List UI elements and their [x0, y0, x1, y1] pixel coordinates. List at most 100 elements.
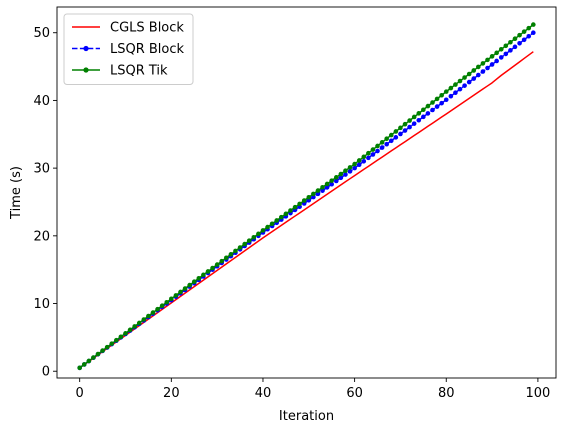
- x-tick-label: 40: [255, 386, 272, 401]
- data-point: [347, 169, 353, 174]
- data-point: [508, 39, 513, 45]
- data-point: [329, 181, 335, 187]
- data-point: [201, 272, 206, 278]
- data-point: [471, 68, 477, 73]
- data-point: [384, 141, 389, 147]
- data-point: [398, 125, 403, 131]
- data-point: [356, 162, 362, 168]
- data-point: [402, 128, 408, 133]
- data-point: [471, 76, 477, 81]
- data-point: [393, 129, 399, 134]
- data-point: [95, 351, 101, 357]
- data-point: [279, 214, 284, 220]
- data-point: [388, 138, 394, 144]
- data-point: [453, 82, 458, 87]
- data-point: [411, 121, 417, 126]
- y-tick-label: 20: [33, 229, 50, 244]
- ticks-layer: 0 20 40 60 80 100 0 10 20 30 40 50: [33, 26, 550, 401]
- data-point: [311, 194, 316, 200]
- data-point: [366, 150, 371, 156]
- data-point: [187, 282, 192, 288]
- y-tick-label: 0: [42, 365, 50, 380]
- data-point: [526, 33, 532, 39]
- data-point: [324, 181, 330, 187]
- data-point: [324, 185, 330, 190]
- x-tick-label: 20: [163, 386, 180, 401]
- data-point: [521, 37, 527, 43]
- data-point: [489, 54, 495, 59]
- data-point: [508, 48, 513, 53]
- data-point: [457, 86, 463, 92]
- data-point: [448, 85, 454, 91]
- data-point: [214, 262, 220, 267]
- data-point: [155, 306, 160, 312]
- data-point: [370, 152, 376, 157]
- data-point: [434, 104, 440, 109]
- legend-label-lsqr-block: LSQR Block: [110, 42, 185, 57]
- data-point: [448, 93, 454, 99]
- data-point: [178, 289, 183, 295]
- data-point: [141, 317, 147, 322]
- data-point: [494, 50, 499, 56]
- data-point: [343, 172, 348, 177]
- data-point: [466, 71, 472, 77]
- data-point: [315, 188, 321, 193]
- data-point: [407, 124, 412, 130]
- legend-label-cgls-block: CGLS Block: [110, 21, 184, 36]
- data-point: [251, 234, 257, 240]
- data-point: [485, 65, 490, 71]
- data-point: [81, 362, 87, 367]
- data-point: [343, 168, 348, 173]
- x-tick-label: 60: [346, 386, 363, 401]
- data-point: [379, 145, 385, 150]
- series-line-lsqr-block: [79, 32, 534, 369]
- legend-label-lsqr-tik: LSQR Tik: [110, 64, 168, 79]
- data-point: [407, 118, 412, 123]
- data-point: [123, 331, 128, 336]
- data-point: [320, 188, 325, 193]
- data-point: [91, 355, 96, 360]
- data-point: [265, 224, 270, 230]
- data-point: [146, 313, 151, 319]
- data-point: [109, 341, 115, 346]
- legend-box: [63, 13, 194, 85]
- data-point: [402, 121, 408, 127]
- data-point: [526, 25, 532, 31]
- data-point: [434, 96, 440, 102]
- data-point: [356, 158, 362, 163]
- data-point: [416, 117, 422, 123]
- data-point: [159, 303, 165, 309]
- data-point: [283, 211, 289, 217]
- data-point: [485, 57, 490, 63]
- y-tick-label: 40: [33, 94, 50, 109]
- data-point: [494, 58, 499, 64]
- data-point: [219, 258, 225, 264]
- data-point: [366, 155, 371, 161]
- data-point: [274, 218, 280, 223]
- data-point: [421, 107, 426, 113]
- data-point: [393, 135, 399, 140]
- data-point: [169, 296, 174, 302]
- x-axis-label: Iteration: [279, 409, 334, 424]
- data-point: [476, 64, 481, 70]
- y-axis-label: Time (s): [9, 166, 24, 220]
- data-point: [421, 114, 426, 120]
- data-point: [301, 198, 307, 203]
- data-point: [503, 51, 509, 57]
- data-point: [164, 299, 170, 305]
- data-point: [498, 55, 504, 60]
- data-point: [489, 62, 495, 67]
- data-point: [269, 221, 275, 227]
- legend-marker-lsqr-block: [83, 45, 89, 52]
- series-line-cgls-block: [79, 51, 534, 369]
- legend: CGLS Block LSQR Block LSQR Tik: [63, 13, 194, 85]
- data-point: [246, 238, 252, 243]
- data-point: [333, 178, 339, 184]
- data-point: [256, 231, 261, 237]
- data-point: [388, 132, 394, 138]
- data-point: [352, 161, 357, 167]
- data-point: [224, 255, 229, 261]
- data-point: [191, 279, 197, 285]
- data-point: [443, 89, 449, 94]
